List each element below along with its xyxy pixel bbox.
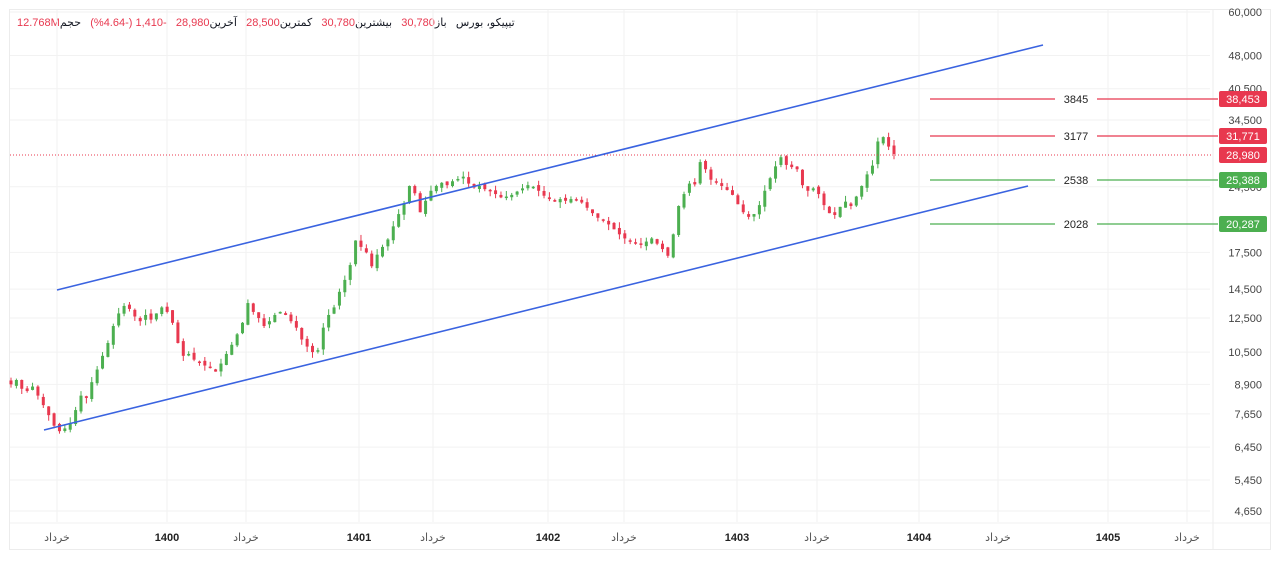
time-label: 1405: [1096, 532, 1120, 544]
price-tag: [1219, 128, 1267, 144]
time-label: 1403: [725, 532, 749, 544]
svg-text:20,287: 20,287: [1226, 219, 1260, 231]
price-tick: 10,500: [1228, 347, 1262, 359]
time-label: 1404: [907, 532, 932, 544]
chart-frame: [9, 9, 1271, 550]
price-tick: 17,500: [1228, 247, 1262, 259]
grid: [10, 10, 1270, 550]
symbol-name: تیپیکو، بورس: [455, 17, 515, 29]
low-value: 28,500: [246, 17, 280, 29]
upper-channel-line[interactable]: [56, 44, 1044, 291]
time-label: خرداد: [44, 532, 70, 544]
time-label: خرداد: [420, 532, 446, 544]
price-tag: [1219, 172, 1267, 188]
time-label: خرداد: [804, 532, 830, 544]
support-resistance-levels[interactable]: 3845 3177 2538 2028: [930, 94, 1218, 231]
price-tick: 7,650: [1234, 409, 1262, 421]
level-label: 3177: [1064, 131, 1088, 143]
candlesticks: [9, 132, 1213, 434]
time-label: خرداد: [1174, 532, 1200, 544]
close-value: 28,980: [175, 17, 210, 29]
lower-channel-line[interactable]: [43, 185, 1029, 431]
open-value: 30,780: [401, 17, 435, 29]
price-tick: 60,000: [1228, 7, 1262, 19]
change-value: -1,410 (-4.64%): [90, 17, 167, 29]
time-label: 1400: [155, 532, 179, 544]
price-axis[interactable]: 60,00048,00040,50034,50024,50017,50014,5…: [1228, 7, 1262, 518]
price-tag: [1219, 91, 1267, 107]
level-label: 3845: [1064, 94, 1088, 106]
current-price-tag: [1219, 147, 1267, 163]
high-value: 30,780: [321, 17, 356, 29]
price-tick: 6,450: [1234, 442, 1262, 454]
price-tag: [1219, 216, 1267, 232]
symbol-legend: تیپیکو، بورس باز30,780 بیشترین30,780 کمت…: [17, 16, 515, 29]
price-tick: 12,500: [1228, 313, 1262, 325]
close-label: آخرین: [209, 17, 237, 29]
time-label: خرداد: [611, 532, 637, 544]
level-label: 2538: [1064, 175, 1088, 187]
time-label: 1401: [347, 532, 371, 544]
svg-text:28,980: 28,980: [1226, 150, 1260, 162]
price-tick: 14,500: [1228, 284, 1262, 296]
price-tick: 4,650: [1234, 506, 1262, 518]
price-tick: 34,500: [1228, 115, 1262, 127]
time-label: خرداد: [233, 532, 259, 544]
svg-text:38,453: 38,453: [1226, 94, 1260, 106]
open-label: باز: [434, 17, 447, 29]
time-label: خرداد: [985, 532, 1011, 544]
high-label: بیشترین: [355, 17, 393, 29]
time-label: 1402: [536, 532, 560, 544]
svg-text:31,771: 31,771: [1226, 131, 1260, 143]
price-tick: 8,900: [1234, 379, 1262, 391]
level-label: 2028: [1064, 219, 1088, 231]
low-label: کمترین: [279, 17, 313, 29]
volume-value: 12.768M: [17, 17, 60, 29]
trend-channel[interactable]: [43, 44, 1044, 431]
time-axis[interactable]: خرداد 1400 خرداد 1401 خرداد 1402 خرداد 1403 خردا…: [44, 532, 1200, 544]
price-tick: 5,450: [1234, 475, 1262, 487]
svg-text:25,388: 25,388: [1226, 175, 1260, 187]
price-tags: 38,453 31,771 25,388 20,287 28,980: [1219, 91, 1267, 232]
volume-label: حجم: [59, 17, 82, 29]
price-tick: 48,000: [1228, 51, 1262, 63]
